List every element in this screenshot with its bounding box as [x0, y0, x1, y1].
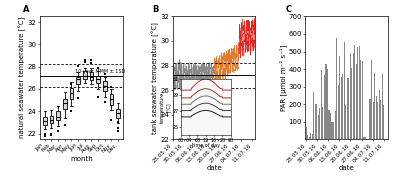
Bar: [347, 78, 348, 139]
Bar: [365, 137, 366, 139]
Bar: [309, 137, 310, 139]
Bar: [315, 104, 316, 139]
Bar: [319, 108, 320, 139]
Bar: [70, 88, 73, 99]
Bar: [383, 105, 384, 139]
Bar: [56, 111, 60, 120]
Bar: [318, 115, 319, 139]
Bar: [322, 107, 324, 139]
Bar: [90, 72, 93, 80]
Bar: [76, 77, 80, 85]
Bar: [344, 42, 345, 139]
Bar: [359, 46, 360, 139]
Bar: [362, 61, 363, 139]
Bar: [110, 94, 113, 104]
X-axis label: date: date: [206, 165, 222, 171]
Text: 10-year MMM ± 1SD: 10-year MMM ± 1SD: [75, 69, 125, 74]
Y-axis label: natural seawater temperature [°C]: natural seawater temperature [°C]: [19, 17, 26, 139]
Bar: [382, 74, 383, 139]
Bar: [334, 111, 336, 139]
Bar: [333, 122, 334, 139]
Text: A: A: [24, 5, 30, 14]
Bar: [103, 81, 107, 91]
Text: B: B: [153, 5, 159, 14]
Bar: [306, 127, 307, 139]
Y-axis label: tank seawater temperature [°C]: tank seawater temperature [°C]: [151, 22, 159, 134]
Bar: [338, 85, 339, 139]
Bar: [63, 99, 66, 109]
Bar: [357, 47, 358, 139]
Bar: [345, 104, 346, 139]
Bar: [377, 102, 378, 139]
Bar: [307, 135, 308, 139]
Bar: [339, 55, 340, 139]
Bar: [376, 96, 377, 139]
Bar: [360, 60, 362, 139]
Bar: [363, 137, 364, 139]
Bar: [332, 122, 333, 139]
Bar: [327, 68, 328, 139]
Bar: [330, 113, 331, 139]
Bar: [43, 117, 46, 125]
Bar: [350, 53, 351, 139]
Bar: [316, 104, 318, 139]
Bar: [96, 76, 100, 83]
Bar: [313, 92, 314, 139]
Bar: [356, 64, 357, 139]
Text: C: C: [285, 5, 291, 14]
Bar: [354, 45, 355, 139]
Bar: [372, 102, 374, 139]
Bar: [321, 70, 322, 139]
Bar: [50, 116, 53, 124]
Bar: [341, 77, 342, 139]
Bar: [328, 110, 330, 139]
Y-axis label: PAR [μmol m⁻² s⁻¹]: PAR [μmol m⁻² s⁻¹]: [279, 45, 287, 111]
X-axis label: date: date: [339, 165, 354, 171]
Bar: [351, 68, 352, 139]
Bar: [342, 74, 343, 139]
Bar: [324, 75, 325, 139]
Bar: [380, 100, 381, 139]
X-axis label: month: month: [70, 156, 93, 162]
Bar: [310, 133, 311, 139]
Bar: [371, 60, 372, 139]
Bar: [116, 109, 120, 118]
Bar: [336, 38, 337, 139]
Bar: [83, 71, 87, 79]
Bar: [353, 53, 354, 139]
Bar: [378, 90, 380, 139]
Bar: [348, 78, 349, 139]
Bar: [374, 72, 375, 139]
Bar: [312, 134, 313, 139]
